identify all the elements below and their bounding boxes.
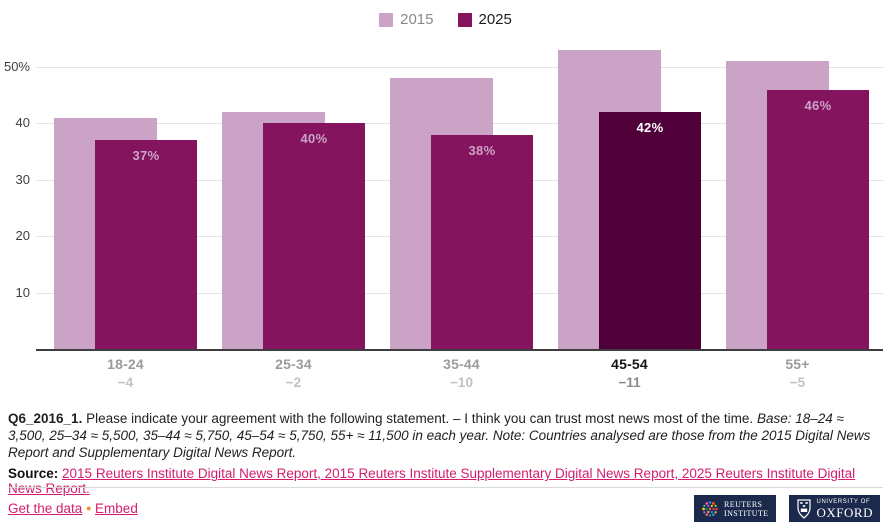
- legend-swatch-2015: [379, 12, 394, 27]
- y-axis-label-20: 20: [15, 228, 30, 243]
- y-axis-label-50: 50%: [3, 59, 30, 74]
- legend: 2015 2025: [0, 11, 891, 28]
- y-axis-label-40: 40: [15, 115, 30, 130]
- bar-value-label-55+: 46%: [804, 98, 832, 113]
- x-axis-label-45-54: 45-54: [611, 356, 648, 372]
- bar-2025-55+[interactable]: 46%: [767, 90, 869, 349]
- bar-2025-45-54[interactable]: 42%: [599, 112, 701, 349]
- source-line: Source: 2015 Reuters Institute Digital N…: [8, 466, 884, 496]
- x-axis-line: [36, 349, 883, 351]
- oxford-crest-icon: [796, 498, 811, 519]
- oxford-logo-line1: UNIVERSITY OF: [816, 498, 871, 505]
- x-axis-label-18-24: 18-24: [107, 356, 144, 372]
- bar-2025-25-34[interactable]: 40%: [263, 123, 365, 349]
- bullet-separator: •: [86, 501, 92, 516]
- reuters-globe-icon: [702, 500, 718, 517]
- question-id: Q6_2016_1.: [8, 411, 83, 426]
- oxford-university-logo[interactable]: UNIVERSITY OF OXFORD: [788, 495, 880, 522]
- reuters-logo-line2: INSTITUTE: [724, 508, 769, 518]
- source-label: Source:: [8, 466, 59, 481]
- bar-2025-18-24[interactable]: 37%: [95, 140, 197, 349]
- x-axis-label-35-44: 35-44: [443, 356, 480, 372]
- oxford-logo-line2: OXFORD: [816, 504, 873, 520]
- bar-value-label-18-24: 37%: [132, 148, 160, 163]
- bar-value-label-35-44: 38%: [468, 143, 496, 158]
- embed-link[interactable]: Embed: [95, 501, 138, 516]
- legend-label-2025: 2025: [478, 11, 512, 28]
- bar-2025-35-44[interactable]: 38%: [431, 135, 533, 349]
- footer-divider: [8, 487, 883, 488]
- y-axis-label-30: 30: [15, 172, 30, 187]
- x-axis-delta-55+: −5: [789, 375, 806, 390]
- y-axis-label-10: 10: [15, 285, 30, 300]
- gridline-50: [36, 67, 883, 68]
- question-text: Please indicate your agreement with the …: [86, 411, 754, 426]
- reuters-institute-logo[interactable]: REUTERS INSTITUTE: [694, 495, 776, 522]
- logo-row: REUTERS INSTITUTE UNIVERSITY OF OXFORD: [694, 495, 880, 522]
- legend-swatch-2025: [457, 12, 472, 27]
- get-the-data-link[interactable]: Get the data: [8, 501, 83, 516]
- x-axis-delta-18-24: −4: [117, 375, 134, 390]
- bar-value-label-25-34: 40%: [300, 131, 328, 146]
- x-axis-delta-35-44: −10: [450, 375, 473, 390]
- legend-item-2015[interactable]: 2015: [379, 11, 434, 28]
- footnote: Q6_2016_1. Please indicate your agreemen…: [8, 410, 884, 461]
- legend-label-2015: 2015: [400, 11, 434, 28]
- base-note: Base: 18–24 ≈ 3,500, 25–34 ≈ 5,500, 35–4…: [8, 411, 871, 460]
- x-axis-label-25-34: 25-34: [275, 356, 312, 372]
- bar-value-label-45-54: 42%: [636, 120, 664, 135]
- reuters-logo-line1: REUTERS: [724, 499, 763, 509]
- source-reports-link[interactable]: 2015 Reuters Institute Digital News Repo…: [8, 466, 856, 496]
- x-axis-label-55+: 55+: [785, 356, 810, 372]
- x-axis-delta-25-34: −2: [285, 375, 302, 390]
- legend-item-2025[interactable]: 2025: [457, 11, 512, 28]
- x-axis-delta-45-54: −11: [618, 375, 641, 390]
- footer-links: Get the data • Embed: [8, 501, 138, 516]
